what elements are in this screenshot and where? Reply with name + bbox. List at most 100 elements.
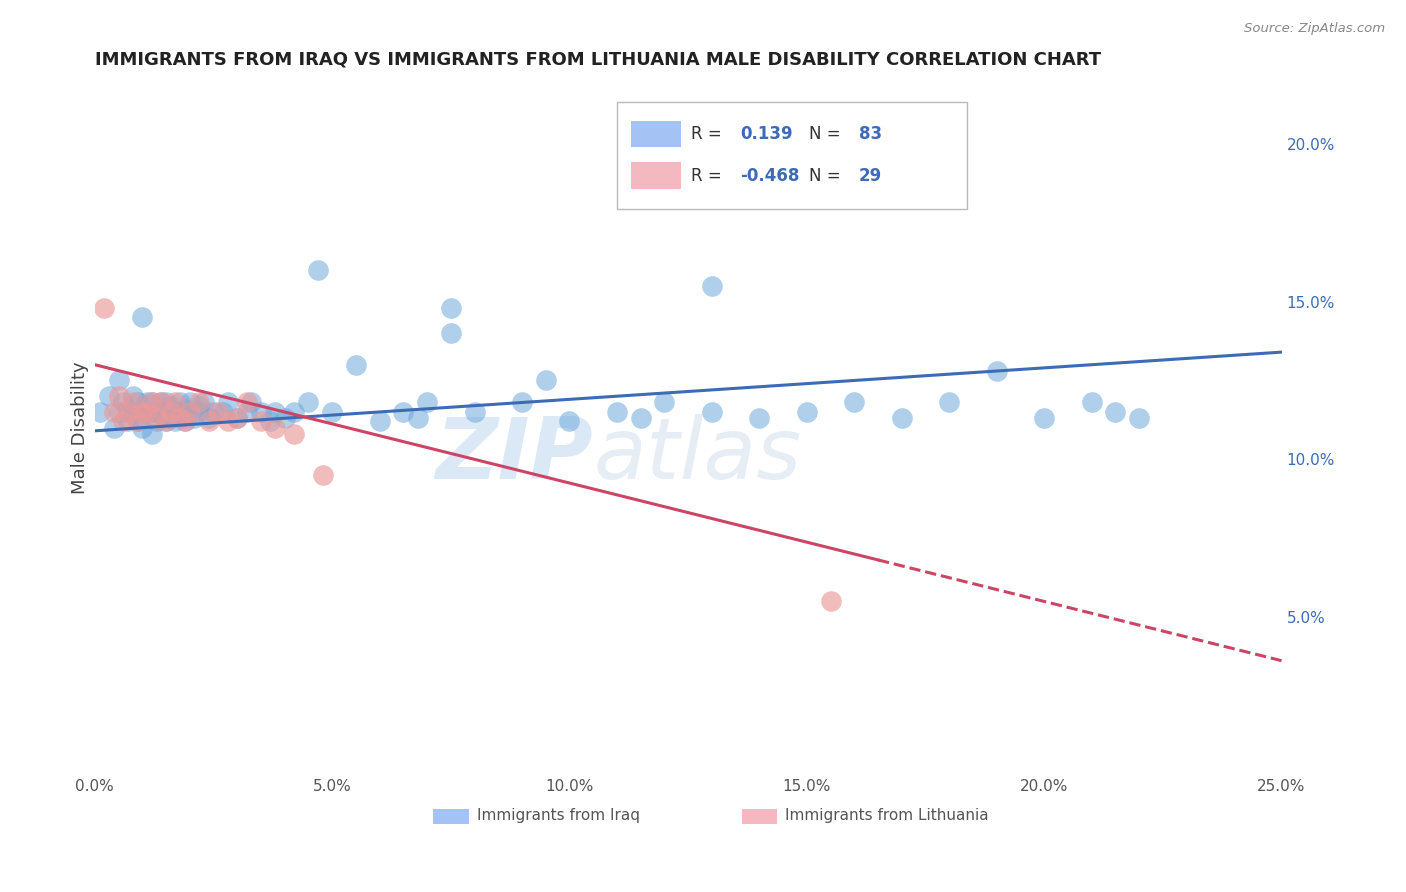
Point [136, 405, 159, 419]
Point [107, 405, 129, 419]
Point [264, 405, 287, 419]
Point [159, 405, 181, 419]
Point [368, 414, 391, 428]
Point [179, 405, 201, 419]
Point [155, 405, 177, 419]
Point [145, 414, 167, 428]
Point [406, 411, 429, 425]
Point [155, 395, 177, 409]
Point [188, 405, 211, 419]
Point [250, 405, 273, 419]
Point [202, 405, 225, 419]
Point [283, 405, 305, 419]
Point [127, 395, 149, 409]
Point [117, 405, 139, 419]
Point [131, 405, 153, 419]
Point [207, 405, 229, 419]
Point [748, 411, 770, 425]
Point [155, 414, 177, 428]
Point [141, 395, 163, 409]
FancyBboxPatch shape [741, 809, 778, 824]
Point [1033, 411, 1056, 425]
Point [174, 414, 197, 428]
Point [700, 279, 723, 293]
Point [938, 395, 960, 409]
Point [141, 427, 163, 442]
Point [117, 405, 139, 419]
Point [131, 405, 153, 419]
Point [169, 405, 191, 419]
Point [890, 411, 912, 425]
Point [103, 420, 125, 434]
Point [416, 395, 439, 409]
FancyBboxPatch shape [617, 102, 967, 210]
Point [150, 405, 173, 419]
Point [226, 411, 249, 425]
Point [136, 395, 159, 409]
Point [169, 395, 191, 409]
Text: 29: 29 [859, 167, 883, 185]
Point [121, 405, 143, 419]
Text: N =: N = [810, 167, 846, 185]
Point [235, 405, 257, 419]
Y-axis label: Male Disability: Male Disability [72, 361, 89, 494]
Point [1104, 405, 1126, 419]
Point [131, 310, 153, 325]
Text: R =: R = [690, 167, 727, 185]
Point [273, 411, 295, 425]
Point [121, 395, 143, 409]
Point [141, 405, 163, 419]
Point [117, 414, 139, 428]
Point [197, 414, 219, 428]
Point [183, 411, 205, 425]
Point [107, 389, 129, 403]
Point [796, 405, 818, 419]
Point [93, 301, 115, 315]
Point [188, 395, 211, 409]
Point [188, 399, 211, 413]
Point [558, 414, 581, 428]
Point [141, 395, 163, 409]
Text: atlas: atlas [593, 414, 801, 497]
Text: 83: 83 [859, 125, 882, 143]
Point [112, 395, 135, 409]
Point [131, 420, 153, 434]
Point [150, 395, 173, 409]
Text: Immigrants from Iraq: Immigrants from Iraq [477, 808, 640, 823]
Point [844, 395, 866, 409]
Text: Immigrants from Lithuania: Immigrants from Lithuania [786, 808, 988, 823]
Point [127, 414, 149, 428]
Point [510, 395, 533, 409]
Point [112, 414, 135, 428]
Point [250, 414, 273, 428]
FancyBboxPatch shape [631, 120, 681, 147]
Text: R =: R = [690, 125, 727, 143]
Point [165, 395, 187, 409]
Point [986, 364, 1008, 378]
Point [440, 301, 463, 315]
Point [150, 395, 173, 409]
Point [145, 405, 167, 419]
Point [240, 395, 263, 409]
Point [1080, 395, 1102, 409]
Point [297, 395, 319, 409]
Point [174, 414, 197, 428]
Point [145, 411, 167, 425]
Point [235, 395, 257, 409]
Text: Source: ZipAtlas.com: Source: ZipAtlas.com [1244, 22, 1385, 36]
Point [179, 395, 201, 409]
Point [217, 395, 239, 409]
Point [193, 395, 215, 409]
Point [311, 467, 333, 482]
Point [464, 405, 486, 419]
Point [259, 414, 281, 428]
Point [654, 395, 676, 409]
FancyBboxPatch shape [631, 162, 681, 189]
Point [344, 358, 367, 372]
Point [155, 414, 177, 428]
Point [174, 401, 197, 416]
Text: 0.139: 0.139 [741, 125, 793, 143]
Point [630, 411, 652, 425]
Point [136, 405, 159, 419]
Point [159, 399, 181, 413]
